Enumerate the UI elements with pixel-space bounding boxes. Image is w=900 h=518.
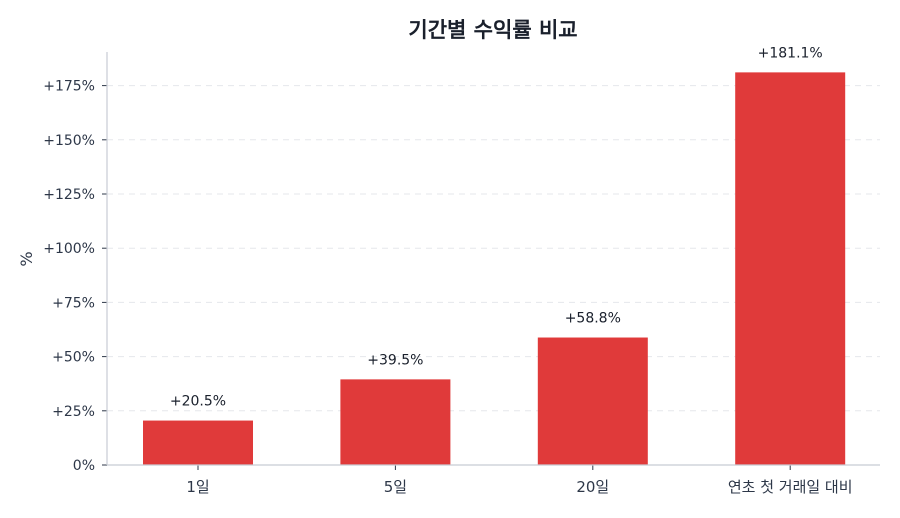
data-label: +58.8% <box>565 311 621 327</box>
bar <box>735 72 846 466</box>
y-axis-label: % <box>17 251 36 266</box>
y-tick-label: +125% <box>43 187 95 203</box>
bar <box>340 379 451 465</box>
y-tick-label: +25% <box>52 404 95 420</box>
y-tick-label: +150% <box>43 133 95 149</box>
y-tick-label: +50% <box>52 350 95 366</box>
data-label: +39.5% <box>367 352 423 368</box>
data-label: +181.1% <box>758 45 823 61</box>
y-tick-label: +175% <box>43 79 95 95</box>
chart-title: 기간별 수익률 비교 <box>408 18 577 42</box>
y-tick-label: +75% <box>52 295 95 311</box>
bar <box>143 420 253 465</box>
y-tick-label: +100% <box>43 241 95 257</box>
bar <box>537 337 648 465</box>
x-tick-label: 1일 <box>186 478 209 496</box>
x-tick-label: 연초 첫 거래일 대비 <box>728 478 853 496</box>
x-tick-label: 20일 <box>576 478 609 496</box>
y-tick-label: 0% <box>73 458 95 474</box>
x-tick-label: 5일 <box>384 478 407 496</box>
data-label: +20.5% <box>170 394 226 410</box>
